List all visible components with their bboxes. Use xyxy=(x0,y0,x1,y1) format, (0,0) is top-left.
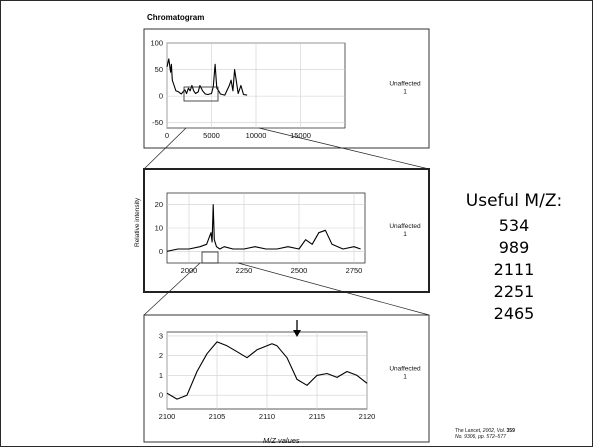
y-tick-label: 0 xyxy=(159,92,163,101)
useful-mz-value: 534 xyxy=(498,216,530,235)
series-label: Unaffected xyxy=(389,81,421,88)
citation-vol-label: Vol. xyxy=(496,428,506,434)
x-tick-label: 2000 xyxy=(181,266,198,275)
panel-zoom-1-frame xyxy=(143,168,430,293)
citation: The Lancet, 2002, Vol. 359 No. 9306, pp.… xyxy=(455,428,575,440)
useful-mz-value: 2465 xyxy=(493,304,535,323)
x-tick-label: 2100 xyxy=(159,412,176,421)
y-tick-label: 0 xyxy=(159,247,163,256)
series-line xyxy=(166,58,248,96)
citation-vol: 359 xyxy=(506,428,515,434)
useful-mz-value: 2111 xyxy=(493,260,535,279)
series-label: Unaffected xyxy=(389,366,421,373)
citation-issue: No. 9306, pp. 572–577 xyxy=(455,434,506,440)
useful-mz-list: Useful M/Z: 534 989 2111 2251 2465 xyxy=(449,191,579,325)
y-tick-label: -50 xyxy=(152,118,163,127)
x-axis-label: M/Z values xyxy=(263,436,300,445)
y-tick-label: 0 xyxy=(159,391,163,400)
zoom-connectors xyxy=(143,86,430,316)
x-tick-label: 2115 xyxy=(309,412,325,421)
panel-zoom-2-frame xyxy=(143,314,430,443)
y-tick-label: 20 xyxy=(155,200,163,209)
series-line xyxy=(166,341,368,400)
series-label-index: 1 xyxy=(403,374,407,381)
series-label-index: 1 xyxy=(403,89,407,96)
y-tick-label: 3 xyxy=(159,331,163,340)
x-tick-label: 5000 xyxy=(203,131,220,140)
connector-line xyxy=(143,127,187,170)
x-tick-label: 2105 xyxy=(209,412,226,421)
y-tick-label: 2 xyxy=(159,351,163,360)
x-tick-label: 0 xyxy=(165,131,169,140)
useful-mz-heading: Useful M/Z: xyxy=(465,191,563,211)
figure-title: Chromatogram xyxy=(147,13,204,22)
y-tick-label: 50 xyxy=(155,65,163,74)
connector-line xyxy=(237,262,430,316)
series-label: Unaffected xyxy=(389,223,421,230)
y-axis-label: Relative intensity xyxy=(134,197,141,247)
citation-year: 2002, xyxy=(482,428,496,434)
peak-arrow xyxy=(293,320,301,337)
citation-journal: The Lancet, xyxy=(455,428,482,434)
x-tick-label: 2110 xyxy=(259,412,275,421)
useful-mz-value: 2251 xyxy=(493,282,535,301)
series-line xyxy=(166,204,361,252)
x-tick-label: 2250 xyxy=(236,266,253,275)
connector-line xyxy=(143,262,201,316)
x-tick-label: 10000 xyxy=(246,131,267,140)
x-tick-label: 2500 xyxy=(291,266,308,275)
connector-line xyxy=(258,127,430,170)
x-tick-label: 2750 xyxy=(346,266,363,275)
y-tick-label: 10 xyxy=(155,224,163,233)
x-tick-label: 2120 xyxy=(359,412,376,421)
zoom-box xyxy=(183,86,219,102)
zoom-box xyxy=(201,251,219,264)
y-tick-label: 100 xyxy=(150,39,163,48)
useful-mz-value: 989 xyxy=(498,238,530,257)
panel-overview-frame xyxy=(143,28,430,149)
series-label-index: 1 xyxy=(403,231,407,238)
x-tick-label: 15000 xyxy=(290,131,311,140)
y-tick-label: 1 xyxy=(159,371,163,380)
